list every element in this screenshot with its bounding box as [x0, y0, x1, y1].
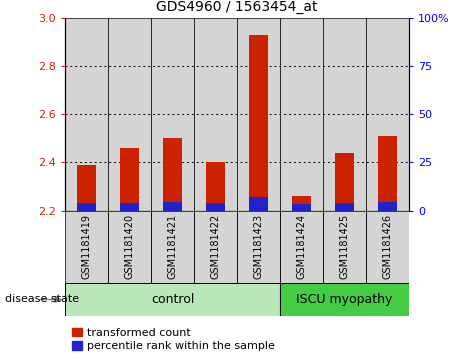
Bar [206, 203, 226, 211]
Bar [65, 283, 280, 316]
Bar [323, 211, 366, 283]
Text: disease state: disease state [5, 294, 79, 305]
Bar [378, 136, 398, 211]
Bar [323, 211, 366, 283]
Text: GSM1181419: GSM1181419 [81, 214, 92, 279]
Bar [194, 18, 237, 211]
Bar [151, 18, 194, 211]
Bar [249, 197, 268, 211]
Bar [206, 163, 226, 211]
Bar [378, 202, 398, 211]
Text: GSM1181422: GSM1181422 [211, 214, 221, 280]
Text: control: control [151, 293, 194, 306]
Bar [77, 203, 96, 211]
Bar [108, 211, 151, 283]
Text: GSM1181424: GSM1181424 [297, 214, 307, 279]
Bar [77, 165, 96, 211]
Bar [151, 211, 194, 283]
Bar [108, 18, 151, 211]
Bar [292, 204, 312, 211]
Legend: transformed count, percentile rank within the sample: transformed count, percentile rank withi… [71, 326, 276, 352]
Text: GSM1181425: GSM1181425 [339, 214, 350, 280]
Bar [194, 211, 237, 283]
Bar [280, 283, 409, 316]
Bar [292, 196, 312, 211]
Bar [335, 153, 354, 211]
Bar [335, 203, 354, 211]
Bar [280, 18, 323, 211]
Bar [120, 203, 140, 211]
Bar [120, 148, 140, 211]
Text: GSM1181423: GSM1181423 [253, 214, 264, 279]
Bar [65, 283, 280, 316]
Bar [163, 138, 182, 211]
Bar [366, 211, 409, 283]
Bar [237, 211, 280, 283]
Bar [65, 211, 108, 283]
Text: ISCU myopathy: ISCU myopathy [297, 293, 393, 306]
Bar [194, 211, 237, 283]
Bar [280, 283, 409, 316]
Bar [65, 18, 108, 211]
Bar [280, 211, 323, 283]
Bar [65, 211, 108, 283]
Bar [366, 211, 409, 283]
Text: GSM1181421: GSM1181421 [167, 214, 178, 279]
Bar [108, 211, 151, 283]
Bar [366, 18, 409, 211]
Bar [163, 202, 182, 211]
Bar [237, 211, 280, 283]
Bar [323, 18, 366, 211]
Bar [280, 211, 323, 283]
Bar [249, 35, 268, 211]
Title: GDS4960 / 1563454_at: GDS4960 / 1563454_at [156, 0, 318, 15]
Bar [151, 211, 194, 283]
Text: GSM1181420: GSM1181420 [125, 214, 135, 279]
Text: GSM1181426: GSM1181426 [383, 214, 393, 279]
Bar [237, 18, 280, 211]
